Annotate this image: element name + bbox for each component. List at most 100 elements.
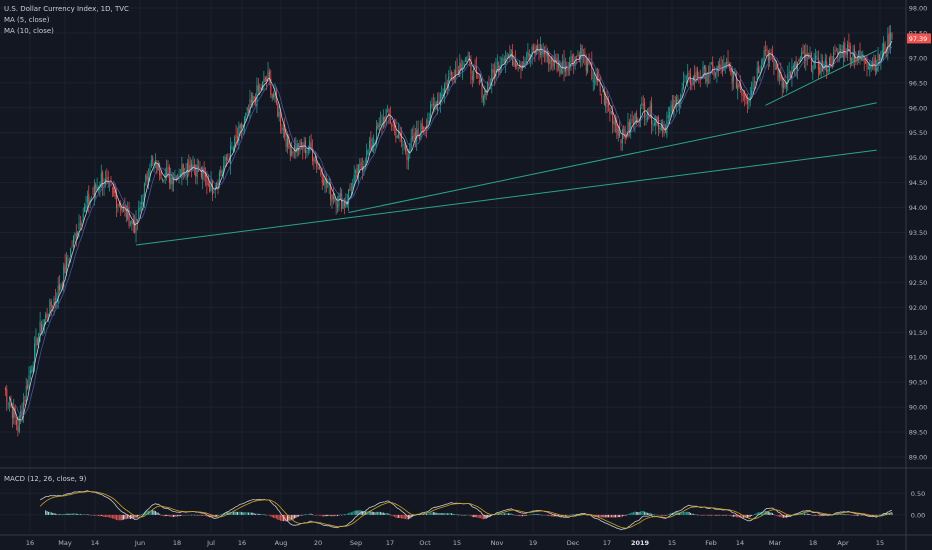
macd-histogram-bar	[437, 512, 439, 515]
macd-histogram-bar	[514, 514, 516, 516]
candle-body	[307, 149, 309, 151]
candle-body	[99, 184, 101, 190]
macd-histogram-bar	[763, 511, 765, 515]
macd-histogram-bar	[156, 512, 158, 515]
candle-body	[628, 121, 630, 133]
candle-body	[60, 285, 62, 290]
candle-body	[687, 73, 689, 78]
y-tick-label: 93.00	[909, 254, 928, 262]
candle-body	[776, 66, 778, 69]
macd-histogram-bar	[685, 511, 687, 515]
macd-histogram-bar	[249, 512, 251, 515]
candle-body	[783, 81, 785, 89]
macd-histogram-bar	[239, 511, 241, 515]
macd-histogram-bar	[224, 512, 226, 515]
macd-histogram-bar	[68, 513, 70, 515]
candle-body	[681, 88, 683, 93]
macd-histogram-bar	[460, 514, 462, 516]
trendline	[135, 149, 877, 246]
candle-body	[92, 193, 94, 195]
macd-histogram-bar	[858, 514, 860, 516]
macd-histogram-bar	[243, 512, 245, 515]
macd-histogram-bar	[199, 514, 201, 516]
candle-body	[748, 100, 750, 102]
macd-histogram-bar	[778, 514, 780, 517]
macd-histogram-bar	[592, 514, 594, 517]
macd-histogram-bar	[263, 514, 265, 515]
candle-body	[199, 168, 201, 171]
candle-body	[116, 194, 118, 208]
macd-histogram-bar	[708, 514, 710, 516]
macd-histogram-bar	[694, 514, 696, 515]
macd-histogram-bar	[310, 513, 312, 515]
candle-body	[463, 62, 465, 68]
candle-body	[242, 124, 244, 128]
candle-body	[487, 82, 489, 93]
candle-body	[161, 178, 163, 181]
candle-body	[752, 82, 754, 90]
macd-histogram-bar	[209, 514, 211, 518]
macd-histogram-bar	[623, 514, 625, 516]
candle-body	[85, 204, 87, 208]
macd-histogram-bar	[699, 514, 701, 516]
candle-body	[107, 176, 109, 180]
candle-body	[845, 52, 847, 56]
macd-histogram-bar	[681, 512, 683, 515]
macd-histogram-bar	[720, 514, 722, 516]
candle-body	[28, 375, 30, 388]
candle-body	[523, 62, 525, 68]
candle-body	[66, 257, 68, 274]
candle-body	[450, 72, 452, 75]
macd-histogram-bar	[234, 511, 236, 515]
macd-histogram-bar	[755, 513, 757, 515]
macd-histogram-bar	[733, 514, 735, 517]
candle-body	[674, 100, 676, 102]
macd-histogram-bar	[118, 514, 120, 521]
macd-histogram-bar	[446, 513, 448, 515]
macd-histogram-bar	[526, 514, 528, 516]
candle-body	[310, 142, 312, 150]
candle-body	[250, 99, 252, 103]
x-tick-label: 17	[386, 539, 394, 547]
candle-body	[184, 173, 186, 176]
candle-body	[569, 61, 571, 69]
macd-histogram-bar	[288, 514, 290, 521]
macd-histogram-bar	[664, 514, 666, 516]
candle-body	[41, 323, 43, 332]
candle-body	[400, 132, 402, 142]
macd-histogram-bar	[751, 514, 753, 516]
macd-histogram-bar	[776, 514, 778, 516]
candle-body	[318, 166, 320, 169]
macd-histogram-bar	[399, 514, 401, 519]
macd-histogram-bar	[81, 514, 83, 516]
macd-histogram-bar	[724, 514, 726, 516]
candle-body	[260, 87, 262, 90]
candle-body	[402, 144, 404, 146]
macd-histogram-bar	[78, 513, 80, 515]
candle-body	[663, 127, 665, 132]
macd-histogram-bar	[462, 514, 464, 516]
macd-histogram-bar	[287, 514, 288, 521]
macd-histogram-bar	[469, 514, 471, 516]
macd-histogram-bar	[175, 514, 177, 517]
macd-histogram-bar	[63, 513, 65, 515]
candle-body	[494, 70, 496, 78]
candle-body	[410, 138, 412, 150]
candle-body	[356, 167, 358, 178]
candle-body	[799, 56, 801, 62]
macd-histogram-bar	[813, 514, 815, 516]
candle-body	[503, 58, 505, 61]
macd-histogram-bar	[303, 514, 305, 515]
macd-histogram-bar	[666, 514, 668, 516]
candle-body	[171, 175, 173, 185]
candle-body	[357, 164, 359, 179]
candle-body	[224, 156, 226, 167]
candle-body	[557, 62, 559, 68]
macd-histogram-bar	[195, 514, 197, 516]
candle-body	[826, 61, 828, 73]
ma10-line	[16, 46, 893, 416]
candle-body	[873, 60, 875, 68]
candle-body	[641, 103, 643, 106]
candle-body	[367, 150, 369, 154]
